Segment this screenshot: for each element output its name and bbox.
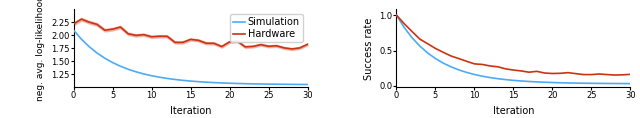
Hardware xyxy=(265,46,273,47)
Hardware xyxy=(218,46,226,47)
Simulation xyxy=(116,65,124,67)
Simulation xyxy=(148,75,156,76)
Hardware xyxy=(70,23,77,25)
Hardware xyxy=(171,42,179,43)
Simulation xyxy=(288,84,296,85)
Hardware xyxy=(241,46,249,48)
Hardware xyxy=(163,36,171,37)
Hardware xyxy=(304,44,312,45)
Simulation xyxy=(109,62,116,63)
Simulation xyxy=(273,84,280,85)
Simulation xyxy=(234,83,241,84)
Hardware xyxy=(109,28,116,30)
Simulation xyxy=(70,30,77,31)
Hardware xyxy=(85,21,93,23)
Hardware xyxy=(187,39,195,40)
Legend: Simulation, Hardware: Simulation, Hardware xyxy=(230,14,303,42)
Hardware xyxy=(273,45,280,46)
Simulation xyxy=(93,52,101,54)
Simulation xyxy=(241,83,249,84)
Hardware xyxy=(249,46,257,47)
Simulation xyxy=(124,69,132,70)
Hardware xyxy=(132,35,140,36)
Simulation xyxy=(77,38,85,40)
Hardware xyxy=(296,47,303,49)
Hardware xyxy=(101,30,109,31)
Hardware xyxy=(140,34,148,35)
Simulation xyxy=(218,82,226,84)
Simulation xyxy=(257,83,264,85)
Hardware xyxy=(234,40,241,42)
Simulation xyxy=(280,84,288,85)
Hardware xyxy=(77,18,85,20)
Simulation xyxy=(85,46,93,47)
Hardware xyxy=(116,26,124,28)
Line: Hardware: Hardware xyxy=(74,19,308,49)
Simulation xyxy=(132,71,140,73)
Simulation xyxy=(140,73,148,75)
Hardware xyxy=(195,40,202,41)
Hardware xyxy=(156,36,163,37)
Simulation xyxy=(304,84,312,85)
Hardware xyxy=(124,33,132,35)
Hardware xyxy=(280,47,288,49)
X-axis label: Iteration: Iteration xyxy=(170,106,211,116)
Hardware xyxy=(226,41,234,43)
Simulation xyxy=(226,82,234,84)
Simulation xyxy=(202,81,210,83)
Hardware xyxy=(179,42,187,43)
Simulation xyxy=(210,82,218,83)
Hardware xyxy=(257,44,264,45)
Simulation xyxy=(101,57,109,59)
Hardware xyxy=(148,36,156,38)
Simulation xyxy=(179,80,187,81)
X-axis label: Iteration: Iteration xyxy=(493,106,534,116)
Simulation xyxy=(296,84,303,85)
Simulation xyxy=(249,83,257,85)
Y-axis label: neg. avg. log-likelihood: neg. avg. log-likelihood xyxy=(36,0,45,101)
Simulation xyxy=(265,83,273,85)
Simulation xyxy=(156,76,163,78)
Y-axis label: Success rate: Success rate xyxy=(364,17,374,80)
Simulation xyxy=(195,81,202,82)
Simulation xyxy=(187,80,195,82)
Hardware xyxy=(210,43,218,44)
Simulation xyxy=(171,79,179,80)
Hardware xyxy=(202,42,210,44)
Hardware xyxy=(93,24,101,25)
Simulation xyxy=(163,78,171,79)
Line: Simulation: Simulation xyxy=(74,30,308,84)
Hardware xyxy=(288,48,296,50)
